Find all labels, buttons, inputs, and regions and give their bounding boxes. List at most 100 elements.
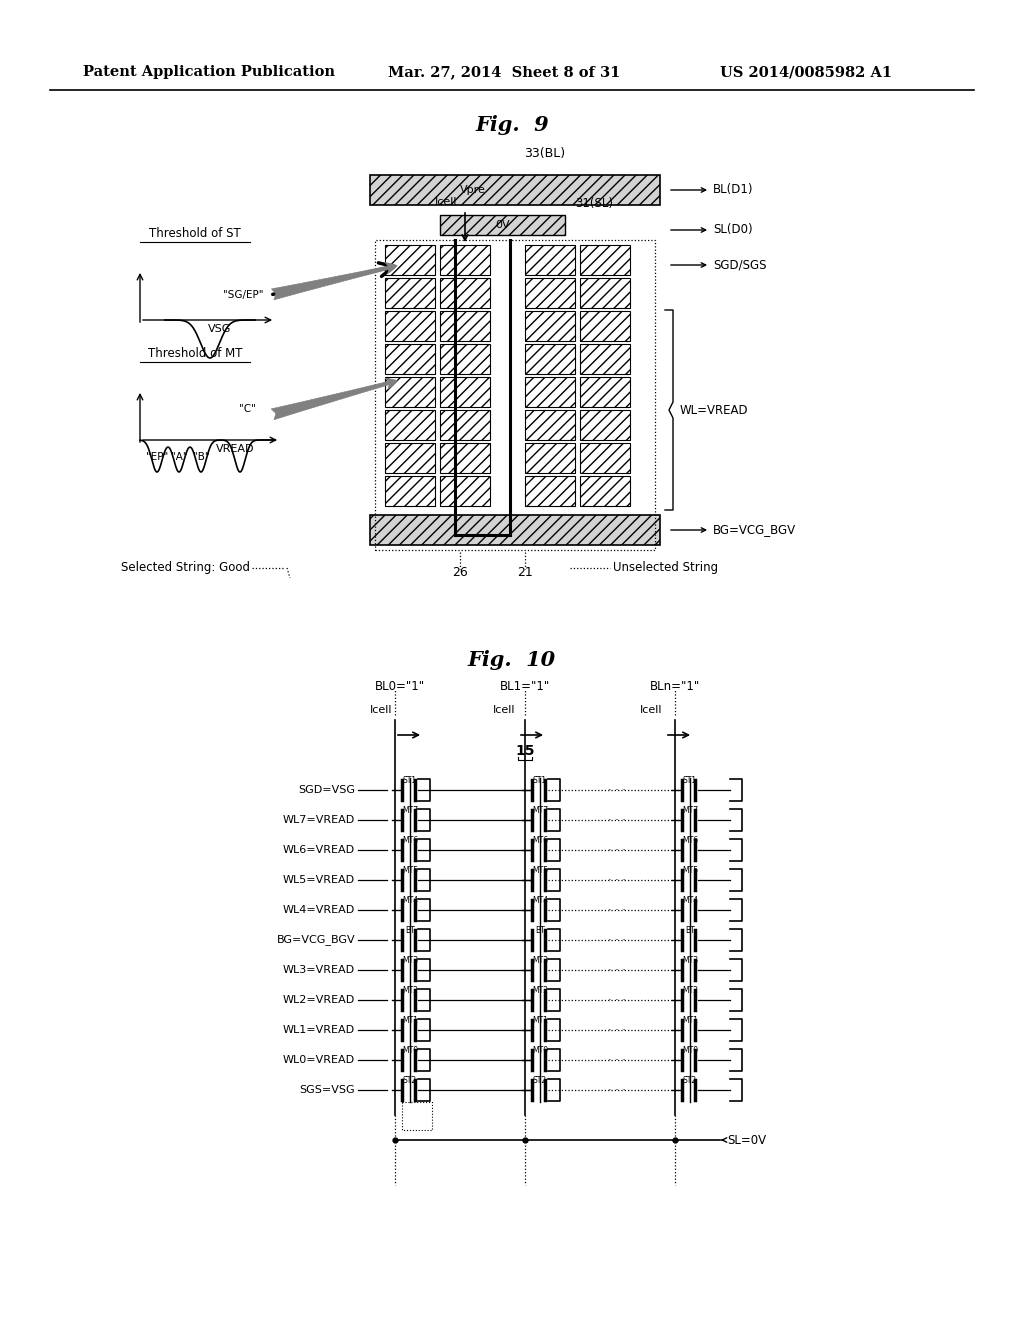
- Text: MT3: MT3: [682, 956, 698, 965]
- Text: ST1: ST1: [683, 776, 697, 785]
- Text: MT1: MT1: [682, 1016, 698, 1026]
- Text: 26: 26: [453, 566, 468, 579]
- Text: BLn="1": BLn="1": [650, 680, 700, 693]
- Text: 0V: 0V: [496, 220, 510, 230]
- Bar: [385, 411, 435, 440]
- Text: ST2: ST2: [402, 1076, 417, 1085]
- Text: WL3=VREAD: WL3=VREAD: [283, 965, 355, 975]
- Text: VSG: VSG: [208, 323, 231, 334]
- Bar: [385, 444, 435, 473]
- Text: WL7=VREAD: WL7=VREAD: [283, 814, 355, 825]
- Bar: [525, 246, 575, 275]
- Text: US 2014/0085982 A1: US 2014/0085982 A1: [720, 65, 892, 79]
- Bar: [440, 444, 490, 473]
- Text: Unselected String: Unselected String: [613, 561, 718, 574]
- Text: MT4: MT4: [531, 896, 548, 906]
- Text: · · ·: · · ·: [608, 965, 626, 975]
- Text: Icell: Icell: [370, 705, 392, 715]
- Text: WL2=VREAD: WL2=VREAD: [283, 995, 355, 1005]
- Bar: [440, 345, 490, 374]
- Bar: [440, 312, 490, 341]
- Bar: [385, 312, 435, 341]
- Bar: [375, 240, 655, 550]
- Text: BT: BT: [536, 927, 545, 935]
- Text: MT5: MT5: [402, 866, 418, 875]
- Text: Fig.  10: Fig. 10: [468, 649, 556, 671]
- Text: · · ·: · · ·: [608, 875, 626, 884]
- Text: SL=0V: SL=0V: [727, 1134, 766, 1147]
- Bar: [580, 312, 630, 341]
- Text: MT2: MT2: [682, 986, 698, 995]
- Bar: [440, 246, 490, 275]
- Text: MT6: MT6: [402, 836, 418, 845]
- Text: MT6: MT6: [682, 836, 698, 845]
- Bar: [525, 477, 575, 506]
- Text: BL0="1": BL0="1": [375, 680, 425, 693]
- Text: Icell: Icell: [640, 705, 662, 715]
- Text: WL1=VREAD: WL1=VREAD: [283, 1026, 355, 1035]
- Text: "B": "B": [193, 451, 209, 462]
- Text: MT0: MT0: [531, 1045, 548, 1055]
- Text: SGD/SGS: SGD/SGS: [713, 259, 767, 272]
- Bar: [525, 279, 575, 308]
- Text: "A": "A": [171, 451, 187, 462]
- Bar: [525, 378, 575, 407]
- Text: MT1: MT1: [532, 1016, 548, 1026]
- Text: · · ·: · · ·: [608, 1085, 626, 1096]
- Bar: [440, 215, 565, 235]
- Text: WL0=VREAD: WL0=VREAD: [283, 1055, 355, 1065]
- Text: Fig.  9: Fig. 9: [475, 115, 549, 135]
- Text: ST1: ST1: [402, 776, 417, 785]
- Text: WL=VREAD: WL=VREAD: [680, 404, 749, 417]
- Text: Icell: Icell: [493, 705, 515, 715]
- Text: BG=VCG_BGV: BG=VCG_BGV: [713, 524, 796, 536]
- Text: SGD=VSG: SGD=VSG: [298, 785, 355, 795]
- Text: BL1="1": BL1="1": [500, 680, 550, 693]
- Text: MT1: MT1: [402, 1016, 418, 1026]
- Text: 15: 15: [515, 744, 535, 758]
- Text: · · ·: · · ·: [608, 785, 626, 795]
- Text: · · ·: · · ·: [608, 845, 626, 855]
- Bar: [525, 411, 575, 440]
- Text: MT4: MT4: [402, 896, 418, 906]
- Text: MT5: MT5: [682, 866, 698, 875]
- Text: Threshold of ST: Threshold of ST: [150, 227, 241, 240]
- Bar: [525, 444, 575, 473]
- Text: MT5: MT5: [531, 866, 548, 875]
- Bar: [385, 477, 435, 506]
- Text: "C": "C": [239, 404, 255, 414]
- Text: MT0: MT0: [402, 1045, 418, 1055]
- Bar: [580, 345, 630, 374]
- Bar: [440, 477, 490, 506]
- Text: · · ·: · · ·: [608, 906, 626, 915]
- Bar: [440, 411, 490, 440]
- Text: · · ·: · · ·: [608, 935, 626, 945]
- Text: "SG/EP": "SG/EP": [223, 290, 263, 300]
- Text: MT7: MT7: [531, 807, 548, 814]
- Text: MT7: MT7: [402, 807, 418, 814]
- Text: BT: BT: [685, 927, 695, 935]
- Text: ST2: ST2: [683, 1076, 697, 1085]
- Text: VREAD: VREAD: [216, 444, 254, 454]
- Text: Icell: Icell: [434, 197, 457, 207]
- Bar: [385, 345, 435, 374]
- Bar: [525, 312, 575, 341]
- Text: Selected String: Good: Selected String: Good: [121, 561, 250, 574]
- Bar: [580, 378, 630, 407]
- Bar: [580, 444, 630, 473]
- Text: MT3: MT3: [402, 956, 418, 965]
- Bar: [580, 411, 630, 440]
- Text: MT3: MT3: [531, 956, 548, 965]
- Text: 31(SL): 31(SL): [575, 197, 613, 210]
- Bar: [525, 345, 575, 374]
- Bar: [385, 246, 435, 275]
- Bar: [440, 279, 490, 308]
- Text: ST2: ST2: [532, 1076, 547, 1085]
- Text: WL5=VREAD: WL5=VREAD: [283, 875, 355, 884]
- Text: WL6=VREAD: WL6=VREAD: [283, 845, 355, 855]
- Text: Mar. 27, 2014  Sheet 8 of 31: Mar. 27, 2014 Sheet 8 of 31: [388, 65, 621, 79]
- Text: · · ·: · · ·: [608, 995, 626, 1005]
- Text: Threshold of MT: Threshold of MT: [147, 347, 243, 360]
- Text: Vpre: Vpre: [460, 185, 485, 195]
- Text: · · ·: · · ·: [608, 814, 626, 825]
